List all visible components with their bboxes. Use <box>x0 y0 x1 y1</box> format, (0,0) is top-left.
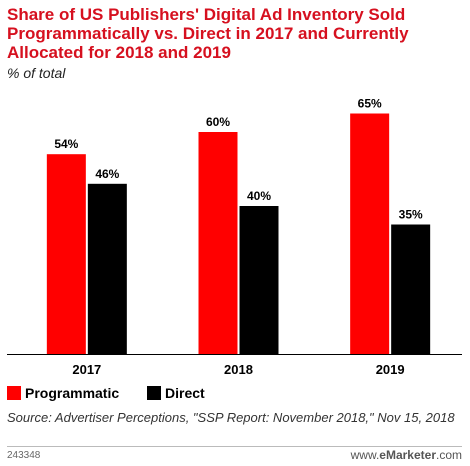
chart-id: 243348 <box>7 450 41 461</box>
brand-suffix: .com <box>435 448 462 462</box>
x-tick-label-2017: 2017 <box>72 362 101 377</box>
data-label-direct-2017: 46% <box>95 167 119 181</box>
bar-programmatic-2019 <box>350 113 390 354</box>
bar-chart: 54% 46% 2017 60% 40% 2018 65% 35% 2019 <box>7 97 462 377</box>
bar-programmatic-2018 <box>198 132 238 354</box>
chart-subtitle: % of total <box>7 65 66 81</box>
legend-label-direct: Direct <box>165 385 205 401</box>
bar-direct-2019 <box>391 224 431 354</box>
source-note: Source: Advertiser Perceptions, "SSP Rep… <box>7 410 455 425</box>
bar-direct-2017 <box>87 183 127 354</box>
data-label-direct-2018: 40% <box>247 189 271 203</box>
legend-swatch-direct <box>147 386 161 400</box>
data-label-programmatic-2018: 60% <box>206 115 230 129</box>
emarketer-brand[interactable]: www.eMarketer.com <box>351 448 462 462</box>
legend-label-programmatic: Programmatic <box>25 385 120 401</box>
x-tick-label-2019: 2019 <box>376 362 405 377</box>
bar-direct-2018 <box>239 206 279 354</box>
data-label-programmatic-2019: 65% <box>358 97 382 111</box>
x-tick-label-2018: 2018 <box>224 362 253 377</box>
bar-programmatic-2017 <box>46 154 86 354</box>
brand-name: eMarketer <box>379 448 436 462</box>
chart-title: Share of US Publishers' Digital Ad Inven… <box>7 5 409 62</box>
brand-prefix: www. <box>350 448 380 462</box>
data-label-programmatic-2017: 54% <box>54 137 78 151</box>
data-label-direct-2019: 35% <box>399 208 423 222</box>
footer-divider <box>7 446 462 447</box>
legend-swatch-programmatic <box>7 386 21 400</box>
